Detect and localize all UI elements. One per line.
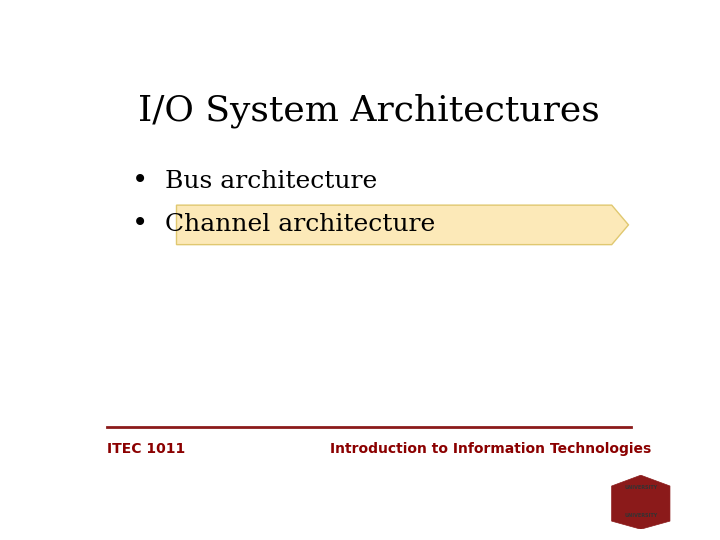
Text: ITEC 1011: ITEC 1011 [107, 442, 185, 456]
Text: Bus architecture: Bus architecture [166, 170, 377, 193]
Text: YORK: YORK [621, 496, 660, 509]
Text: •: • [132, 168, 148, 195]
Text: •: • [132, 211, 148, 238]
Polygon shape [612, 475, 670, 529]
Text: I/O System Architectures: I/O System Architectures [138, 94, 600, 129]
Polygon shape [176, 205, 629, 245]
Text: UNIVERSITY: UNIVERSITY [624, 485, 657, 490]
Text: UNIVERSITY: UNIVERSITY [624, 513, 657, 518]
Text: Channel architecture: Channel architecture [166, 213, 436, 237]
Text: Introduction to Information Technologies: Introduction to Information Technologies [330, 442, 651, 456]
